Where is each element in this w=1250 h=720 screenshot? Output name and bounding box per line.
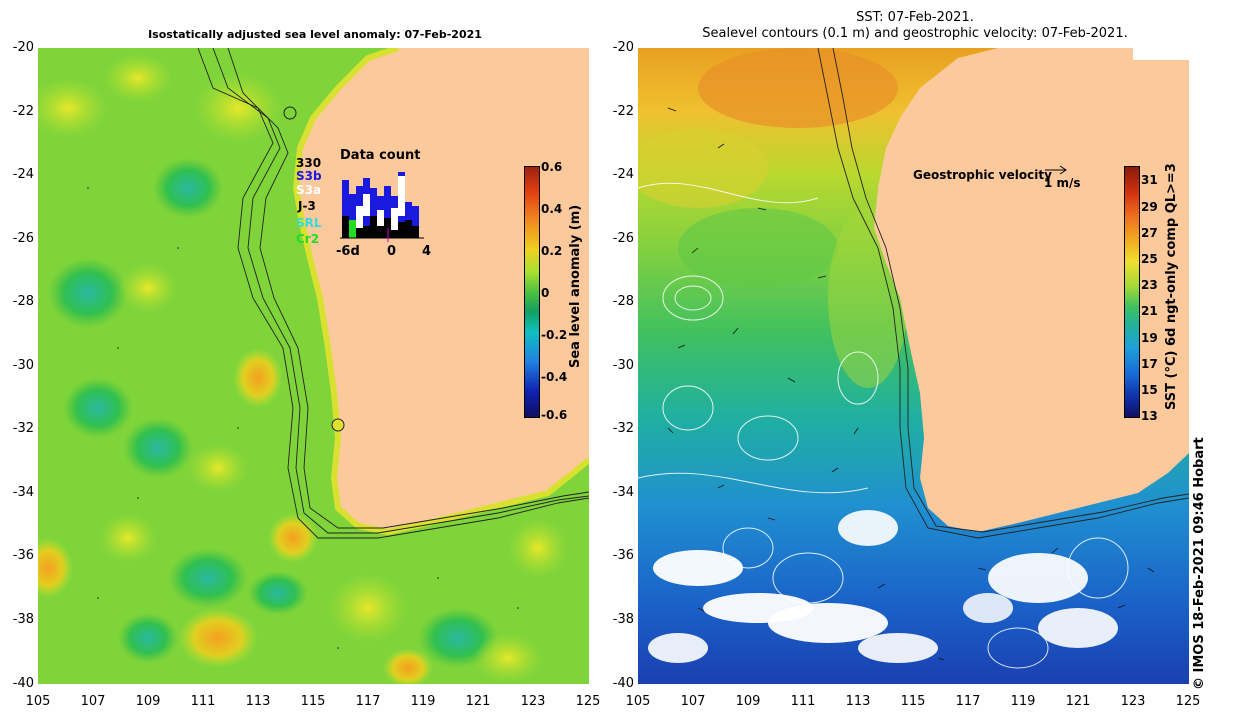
sat-label-s3b: S3b: [296, 169, 322, 183]
left-lon-tick: 109: [135, 694, 161, 709]
sla-cbar-tick: -0.6: [541, 408, 568, 422]
left-lat-tick: -30: [12, 358, 34, 373]
right-lat-tick: -36: [612, 548, 634, 563]
right-lon-tick: 123: [1120, 694, 1146, 709]
right-lon-tick: 113: [845, 694, 871, 709]
sla-colorbar-label: Sea level anomaly (m): [568, 204, 583, 368]
left-lon-tick: 125: [575, 694, 601, 709]
sea-level-anomaly-map[interactable]: 330 Data count S3b S3a J-3 SRL Cr2 -6d 0…: [38, 48, 589, 684]
right-lat-tick: -38: [612, 612, 634, 627]
data-count-xtick-start: -6d: [336, 244, 360, 259]
left-lon-tick: 115: [300, 694, 326, 709]
left-lat-tick: -40: [12, 676, 34, 691]
imos-credit: © IMOS 18-Feb-2021 09:46 Hobart: [1192, 437, 1207, 690]
right-lon-tick: 105: [625, 694, 651, 709]
right-lat-tick: -32: [612, 421, 634, 436]
sat-label-cr2: Cr2: [296, 232, 320, 246]
sst-colorbar-label: SST (°C) 6d ngt-only comp QL>=3: [1164, 163, 1179, 410]
data-count-xtick-end: 4: [422, 244, 432, 259]
sla-cbar-tick: 0.2: [541, 244, 563, 258]
data-count-title: Data count: [340, 148, 421, 163]
sla-cbar-tick: 0.4: [541, 202, 563, 216]
right-lon-tick: 119: [1010, 694, 1036, 709]
left-lon-tick: 105: [25, 694, 51, 709]
sla-map-graphic: [38, 48, 589, 684]
left-lon-tick: 123: [520, 694, 546, 709]
velocity-legend-label: Geostrophic velocity: [913, 168, 1052, 182]
right-lat-tick: -22: [612, 104, 634, 119]
left-lat-tick: -22: [12, 104, 34, 119]
data-count-xtick-zero: 0: [387, 244, 397, 259]
right-lat-tick: -40: [612, 676, 634, 691]
right-lat-tick: -20: [612, 40, 634, 55]
left-lat-tick: -32: [12, 421, 34, 436]
left-lon-tick: 113: [245, 694, 271, 709]
sst-cbar-tick: 25: [1141, 252, 1158, 266]
sat-label-j3: J-3: [298, 199, 316, 213]
right-lat-tick: -24: [612, 167, 634, 182]
sla-cbar-tick: 0: [541, 286, 550, 300]
sat-label-s3a: S3a: [296, 183, 322, 197]
sst-cbar-tick: 23: [1141, 278, 1158, 292]
data-count-histogram: [340, 172, 424, 242]
right-lat-tick: -30: [612, 358, 634, 373]
sla-cbar-tick: 0.6: [541, 160, 563, 174]
sst-cbar-tick: 31: [1141, 173, 1158, 187]
left-lon-tick: 111: [190, 694, 216, 709]
left-lat-tick: -26: [12, 231, 34, 246]
left-lat-tick: -24: [12, 167, 34, 182]
right-lon-tick: 117: [955, 694, 981, 709]
left-map-title: Isostatically adjusted sea level anomaly…: [148, 28, 482, 41]
sst-map[interactable]: Geostrophic velocity 1 m/s: [638, 48, 1189, 684]
sat-label-srl: SRL: [296, 216, 322, 230]
left-lat-tick: -38: [12, 612, 34, 627]
left-lon-tick: 117: [355, 694, 381, 709]
left-lon-tick: 119: [410, 694, 436, 709]
left-lat-tick: -20: [12, 40, 34, 55]
right-lon-tick: 111: [790, 694, 816, 709]
sst-cbar-tick: 17: [1141, 357, 1158, 371]
velocity-scale-arrow: [1045, 165, 1067, 175]
left-lon-tick: 107: [80, 694, 106, 709]
right-map-title-line1: SST: 07-Feb-2021.: [856, 10, 974, 25]
right-map-title-line2: Sealevel contours (0.1 m) and geostrophi…: [702, 26, 1128, 41]
right-lon-tick: 109: [735, 694, 761, 709]
data-count-max: 330: [296, 156, 322, 170]
sst-cbar-tick: 29: [1141, 200, 1158, 214]
sla-cbar-tick: -0.4: [541, 370, 568, 384]
left-lon-tick: 121: [465, 694, 491, 709]
right-lon-tick: 107: [680, 694, 706, 709]
sst-map-graphic: [638, 48, 1189, 684]
right-lat-tick: -26: [612, 231, 634, 246]
right-lon-tick: 125: [1175, 694, 1201, 709]
sst-colorbar: [1124, 166, 1140, 418]
sst-cbar-tick: 19: [1141, 331, 1158, 345]
sst-cbar-tick: 27: [1141, 226, 1158, 240]
sla-colorbar: [524, 166, 540, 418]
right-lat-tick: -28: [612, 294, 634, 309]
sst-cbar-tick: 21: [1141, 304, 1158, 318]
sst-cbar-tick: 15: [1141, 383, 1158, 397]
velocity-scale-label: 1 m/s: [1044, 176, 1081, 190]
left-lat-tick: -36: [12, 548, 34, 563]
right-lon-tick: 115: [900, 694, 926, 709]
sla-cbar-tick: -0.2: [541, 328, 568, 342]
left-lat-tick: -34: [12, 485, 34, 500]
sst-cbar-tick: 13: [1141, 409, 1158, 423]
left-lat-tick: -28: [12, 294, 34, 309]
right-lon-tick: 121: [1065, 694, 1091, 709]
right-lat-tick: -34: [612, 485, 634, 500]
